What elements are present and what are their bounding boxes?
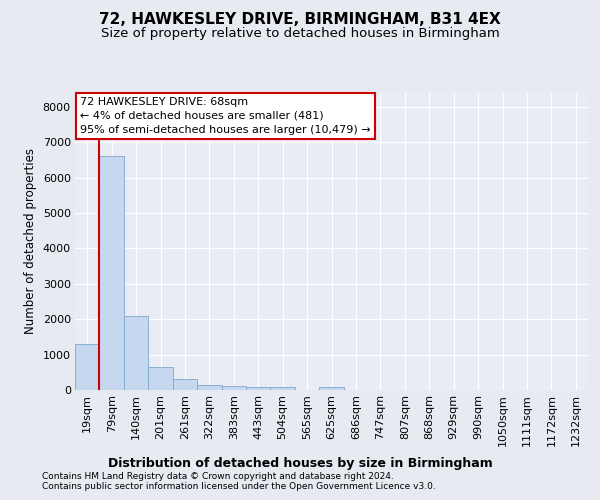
Text: Size of property relative to detached houses in Birmingham: Size of property relative to detached ho… xyxy=(101,28,499,40)
Text: Contains HM Land Registry data © Crown copyright and database right 2024.: Contains HM Land Registry data © Crown c… xyxy=(42,472,394,481)
Bar xyxy=(319,387,344,390)
Bar xyxy=(271,387,295,390)
Text: Contains public sector information licensed under the Open Government Licence v3: Contains public sector information licen… xyxy=(42,482,436,491)
Bar xyxy=(173,380,197,390)
Bar xyxy=(197,384,221,390)
Text: Distribution of detached houses by size in Birmingham: Distribution of detached houses by size … xyxy=(107,458,493,470)
Bar xyxy=(148,368,173,390)
Bar xyxy=(75,344,100,390)
Text: 72, HAWKESLEY DRIVE, BIRMINGHAM, B31 4EX: 72, HAWKESLEY DRIVE, BIRMINGHAM, B31 4EX xyxy=(99,12,501,28)
Y-axis label: Number of detached properties: Number of detached properties xyxy=(24,148,37,334)
Text: 72 HAWKESLEY DRIVE: 68sqm
← 4% of detached houses are smaller (481)
95% of semi-: 72 HAWKESLEY DRIVE: 68sqm ← 4% of detach… xyxy=(80,97,371,135)
Bar xyxy=(246,387,271,390)
Bar xyxy=(221,386,246,390)
Bar xyxy=(100,156,124,390)
Bar xyxy=(124,316,148,390)
